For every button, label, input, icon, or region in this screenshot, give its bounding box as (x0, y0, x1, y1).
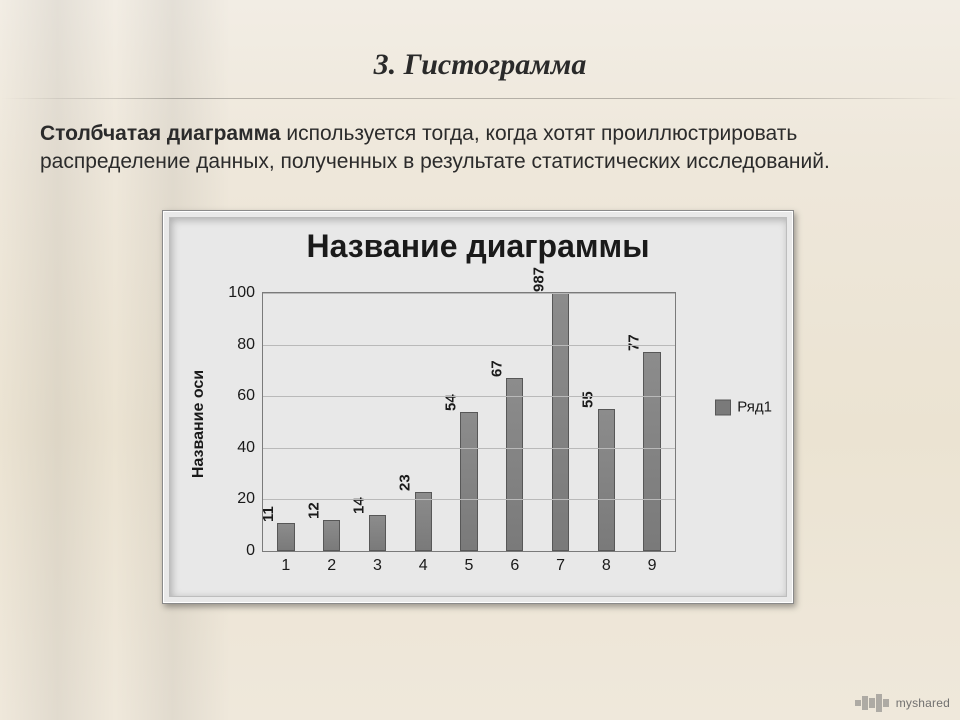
bar: 55 (598, 409, 615, 551)
x-tick-label: 5 (465, 551, 474, 575)
bar-value-label: 67 (488, 360, 505, 379)
y-axis-title-wrap: Название оси (188, 296, 210, 552)
x-tick-label: 9 (648, 551, 657, 575)
bar: 77 (643, 352, 660, 551)
bar: 14 (369, 515, 386, 551)
legend-swatch (715, 399, 731, 415)
plot-area: 1112142354679875577 02040608010012345678… (262, 292, 676, 552)
x-tick-label: 8 (602, 551, 611, 575)
y-tick-label: 100 (228, 284, 263, 302)
watermark-bar (869, 698, 875, 708)
slide: 3. Гистограмма Столбчатая диаграмма испо… (0, 0, 960, 720)
y-tick-label: 20 (237, 490, 263, 508)
legend-label: Ряд1 (737, 399, 772, 416)
y-tick-label: 80 (237, 336, 263, 354)
watermark-text: myshared (896, 696, 950, 710)
bar: 67 (506, 378, 523, 551)
gridline (263, 293, 675, 294)
watermark-bar (883, 699, 889, 707)
watermark-bar (855, 700, 861, 706)
watermark: myshared (855, 694, 950, 712)
bar: 54 (460, 412, 477, 551)
bar-value-label: 11 (260, 506, 277, 524)
body-lead: Столбчатая диаграмма (40, 122, 281, 145)
x-tick-label: 7 (556, 551, 565, 575)
gridline (263, 448, 675, 449)
gridline (263, 499, 675, 500)
y-tick-label: 0 (246, 542, 263, 560)
slide-body-text: Столбчатая диаграмма используется тогда,… (40, 120, 920, 177)
bar: 987 (552, 293, 569, 551)
watermark-bar (862, 696, 868, 710)
y-axis-title: Название оси (190, 370, 208, 478)
slide-title: 3. Гистограмма (0, 48, 960, 82)
x-tick-label: 3 (373, 551, 382, 575)
bars-layer: 1112142354679875577 (263, 293, 675, 551)
bar: 23 (415, 492, 432, 551)
bar-value-label: 987 (530, 267, 547, 294)
gridline (263, 396, 675, 397)
y-tick-label: 40 (237, 439, 263, 457)
chart-legend: Ряд1 (715, 399, 772, 416)
chart-container: Название диаграммы Название оси 11121423… (162, 210, 794, 604)
x-tick-label: 1 (281, 551, 290, 575)
y-tick-label: 60 (237, 387, 263, 405)
x-tick-label: 2 (327, 551, 336, 575)
bar: 11 (277, 523, 294, 551)
chart-title: Название диаграммы (170, 228, 786, 265)
gridline (263, 345, 675, 346)
bar-value-label: 55 (580, 391, 597, 410)
bar-value-label: 12 (305, 502, 322, 521)
x-tick-label: 6 (510, 551, 519, 575)
chart-inner: Название диаграммы Название оси 11121423… (169, 217, 787, 597)
bar-value-label: 23 (397, 474, 414, 493)
x-tick-label: 4 (419, 551, 428, 575)
bar: 12 (323, 520, 340, 551)
watermark-bar (876, 694, 882, 712)
